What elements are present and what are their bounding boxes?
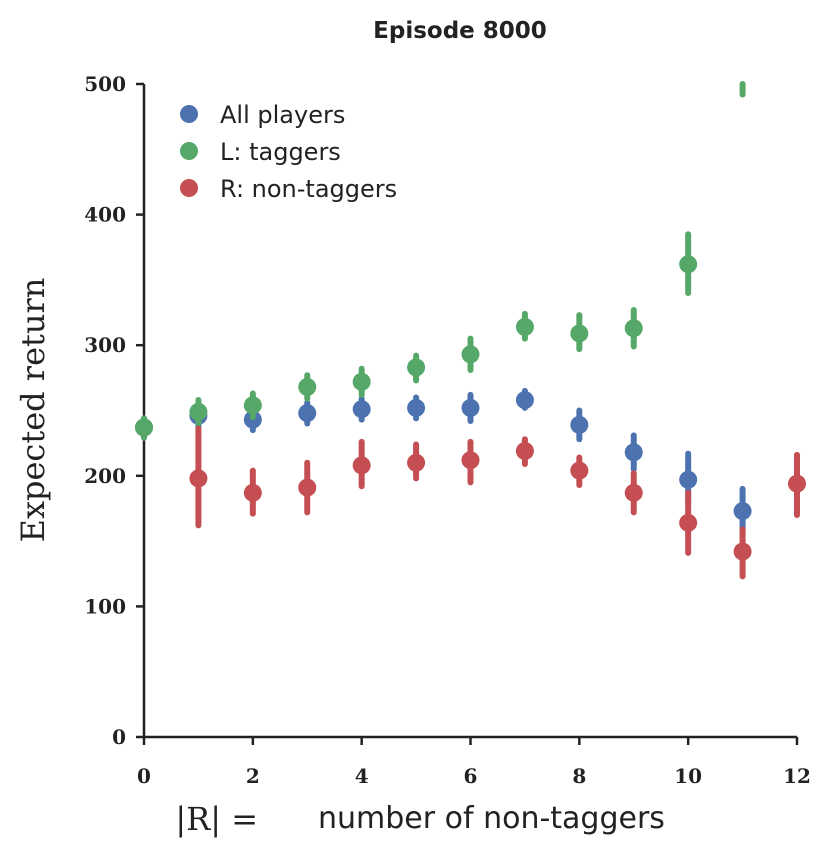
x-tick-label: 2 (246, 764, 260, 788)
data-point (407, 453, 426, 472)
y-tick-label: 500 (84, 72, 126, 96)
y-ticks: 0 100 200 300 400 500 (84, 72, 144, 749)
data-point (515, 317, 534, 336)
data-point (570, 461, 589, 480)
data-point (461, 398, 480, 417)
data-point (243, 396, 262, 415)
data-point (679, 255, 698, 274)
x-tick-label: 10 (674, 764, 702, 788)
x-axis-label: |R| = number of non-taggers (175, 800, 665, 838)
data-point (733, 502, 752, 521)
y-tick-label: 300 (84, 333, 126, 357)
data-point (679, 470, 698, 489)
data-point (461, 345, 480, 364)
data-point (352, 456, 371, 475)
y-tick-label: 400 (84, 203, 126, 227)
data-point (352, 372, 371, 391)
data-point (570, 324, 589, 343)
y-tick-label: 0 (112, 725, 126, 749)
data-point (788, 474, 806, 493)
data-point (135, 418, 153, 437)
data-point (679, 513, 698, 532)
x-axis-label-text: number of non-taggers (318, 801, 665, 836)
x-tick-label: 12 (783, 764, 811, 788)
y-tick-label: 100 (84, 594, 126, 618)
legend-marker (180, 105, 198, 123)
data-point (515, 441, 534, 460)
x-axis-label-math: |R| = (175, 800, 258, 838)
x-ticks: 0 2 4 6 8 10 12 (137, 737, 811, 788)
series-1 (135, 387, 752, 535)
series-2 (135, 81, 746, 441)
legend: All players L: taggers R: non-taggers (180, 101, 397, 203)
x-tick-label: 0 (137, 764, 151, 788)
data-point (407, 398, 426, 417)
data-point (624, 443, 643, 462)
y-axis-label: Expected return (14, 278, 52, 543)
data-point (243, 483, 262, 502)
data-point (624, 483, 643, 502)
data-point (733, 542, 752, 561)
y-tick-label: 200 (84, 464, 126, 488)
data-point (298, 377, 317, 396)
data-point (624, 319, 643, 338)
x-tick-label: 4 (355, 764, 369, 788)
legend-label: R: non-taggers (220, 175, 397, 203)
data-point (407, 358, 426, 377)
data-point (461, 451, 480, 470)
legend-label: L: taggers (220, 138, 341, 166)
x-tick-label: 6 (464, 764, 478, 788)
series-layer (135, 81, 806, 580)
legend-marker (180, 179, 198, 197)
legend-marker (180, 142, 198, 160)
chart-title: Episode 8000 (373, 18, 547, 44)
series-3 (189, 425, 806, 580)
data-point (189, 469, 208, 488)
data-point (352, 400, 371, 419)
data-point (515, 391, 534, 410)
x-tick-label: 8 (572, 764, 586, 788)
data-point (298, 404, 317, 423)
data-point (570, 415, 589, 434)
data-point (298, 478, 317, 497)
legend-label: All players (220, 101, 345, 129)
data-point (189, 402, 208, 421)
